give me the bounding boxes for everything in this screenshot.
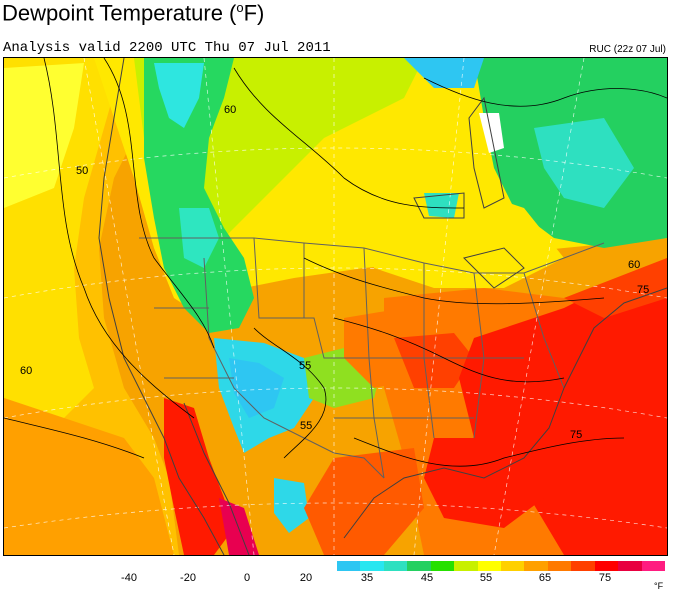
page-title: Dewpoint Temperature (oF) <box>2 0 265 26</box>
colorbar-tick-label: 20 <box>299 572 313 584</box>
contour-label: 75 <box>637 284 649 296</box>
basin-blue <box>229 358 284 418</box>
contour-label: 50 <box>76 165 88 177</box>
mexico-red <box>164 398 234 555</box>
latlon-grid <box>4 58 667 555</box>
colorbar-tick-label: 45 <box>420 572 434 584</box>
colorbar-legend: -40 -20 0 20 35 45 55 65 75 °F <box>0 558 676 593</box>
gulf-red <box>424 438 544 528</box>
model-run-label: RUC (22z 07 Jul) <box>589 44 666 55</box>
pacific-yellow-2 <box>4 63 84 208</box>
colorbar-unit: °F <box>654 581 664 591</box>
atlantic-red <box>564 258 667 318</box>
colorbar-swatch <box>407 561 432 571</box>
colorbar-tick-label: 35 <box>360 572 374 584</box>
colorbar-tick-label: -40 <box>121 572 137 584</box>
colorbar-swatch <box>547 561 572 571</box>
contour-label: 55 <box>299 360 311 372</box>
coastlines <box>98 58 667 555</box>
rockies-green <box>144 58 254 333</box>
hudson-cyan <box>534 118 634 208</box>
rockies-cyan-n <box>154 63 204 128</box>
colorbar-swatch <box>430 561 455 571</box>
colorbar-swatch <box>501 561 525 571</box>
colorbar-tick-label: 0 <box>243 572 251 584</box>
midwest-red <box>394 333 474 388</box>
hudson-blue <box>404 58 484 88</box>
mexico-magenta <box>219 498 259 555</box>
colorbar-swatch <box>383 561 408 571</box>
colorbar-tick-label: 55 <box>479 572 493 584</box>
colorbar-tick-label: 75 <box>598 572 612 584</box>
colorbar-swatch <box>337 561 361 571</box>
analysis-valid-time: Analysis valid 2200 UTC Thu 07 Jul 2011 <box>3 40 331 56</box>
colorbar-tick-label: 65 <box>538 572 552 584</box>
colorbar-tick-label: -20 <box>180 572 196 584</box>
contour-label: 60 <box>20 365 32 377</box>
lake-superior <box>424 193 459 218</box>
southeast-red <box>459 283 667 555</box>
dewpoint-contours <box>4 58 667 467</box>
dewpoint-map: 60 50 60 75 55 55 75 60 <box>3 57 668 556</box>
contour-label: 60 <box>628 259 640 271</box>
colorbar-swatch <box>594 561 619 571</box>
lakes-yellow <box>364 188 564 288</box>
colorbar-swatch <box>618 561 643 571</box>
baja-cyan <box>274 478 309 533</box>
colorbar-swatch <box>477 561 502 571</box>
colorbar-swatch <box>360 561 385 571</box>
contour-label: 60 <box>224 104 236 116</box>
colorbar-swatch <box>571 561 596 571</box>
colorbar-swatch <box>454 561 479 571</box>
colorbar-swatch <box>641 561 666 571</box>
contour-label: 75 <box>570 429 582 441</box>
contour-label: 55 <box>300 420 312 432</box>
colorbar-swatch <box>524 561 549 571</box>
pacific-south-orange <box>4 398 174 555</box>
